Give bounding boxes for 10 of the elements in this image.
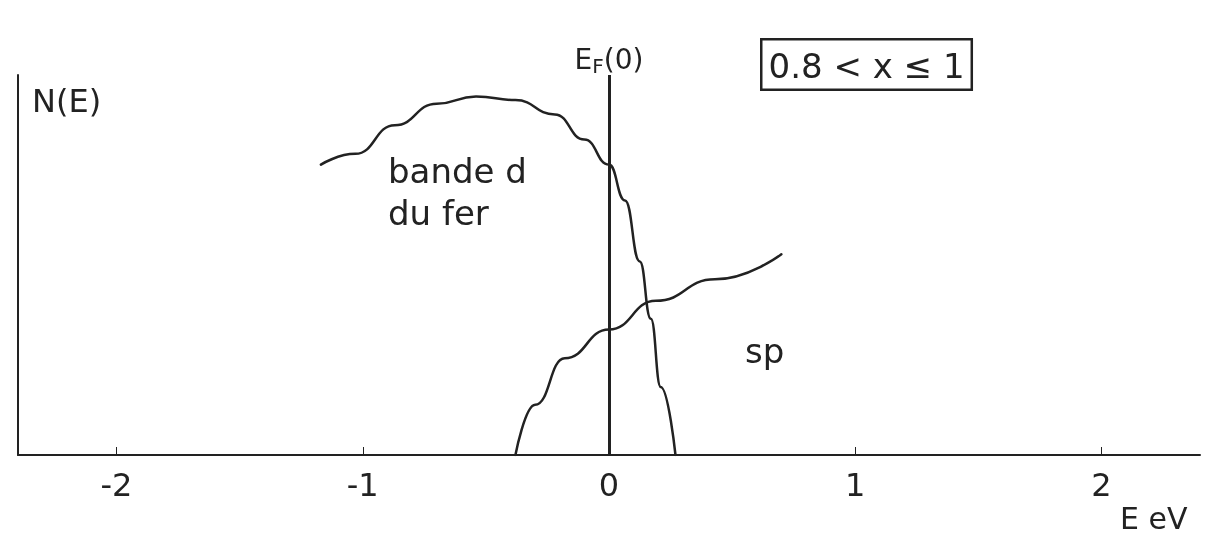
x-tick-label: 1 [845,466,866,504]
x-axis-title: E eV [1120,500,1188,533]
x-tick-label: -1 [346,466,379,504]
text: 0.8 < x ≤ 1 [768,45,965,86]
x-tick-label: 2 [1091,466,1112,504]
annotation: sp [745,331,785,371]
y-axis-title: N(E) [32,82,102,120]
x-tick-label: 0 [598,466,620,504]
annotation: bande d du fer [388,151,527,233]
x-tick-label: -2 [100,466,133,504]
